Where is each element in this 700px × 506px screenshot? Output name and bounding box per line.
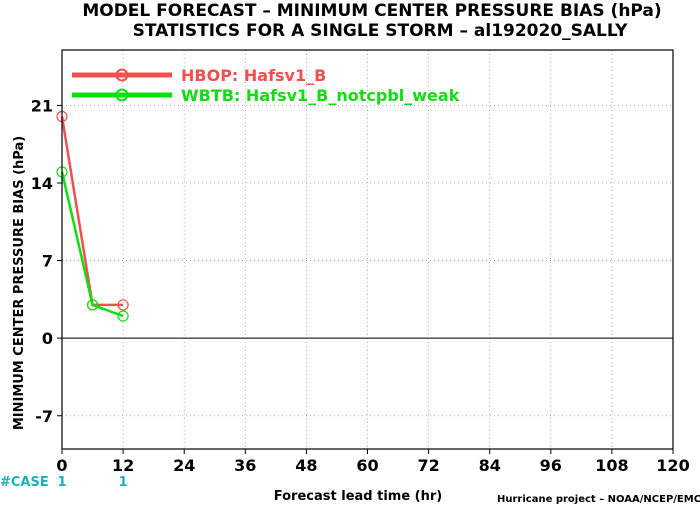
y-tick-labels: -7 0 7 14 21: [31, 96, 62, 426]
x-tick-label: 72: [417, 456, 439, 475]
x-tick-labels: 0 12 24 36 48 60 72 84 96 108 120: [56, 449, 690, 475]
x-tick-label: 12: [112, 456, 134, 475]
grid: [62, 50, 673, 449]
series-point: [86, 299, 99, 311]
series-point: [117, 299, 129, 311]
x-tick-label: 48: [295, 456, 317, 475]
legend-swatch-marker: [115, 68, 129, 82]
plot-frame: [61, 49, 674, 450]
y-axis-label: MINIMUM CENTER PRESSURE BIAS (hPa): [12, 136, 27, 430]
x-tick-label: 60: [356, 456, 378, 475]
y-tick-label: 21: [31, 96, 53, 115]
y-tick-label: 14: [31, 174, 53, 193]
legend-swatch-marker: [115, 88, 129, 102]
x-tick-label: 24: [173, 456, 195, 475]
legend-entry: WBTB: Hafsv1_B_notcpbl_weak: [181, 86, 460, 105]
y-tick-label: 7: [42, 252, 53, 271]
series-point: [117, 310, 129, 322]
case-label: #CASE: [0, 475, 49, 490]
chart-subtitle: STATISTICS FOR A SINGLE STORM – al192020…: [133, 21, 628, 41]
case-count: 1: [119, 475, 128, 490]
x-tick-label: 36: [234, 456, 256, 475]
credit-text: Hurricane project – NOAA/NCEP/EMC: [497, 494, 700, 505]
series-line-2: [60, 171, 124, 318]
x-axis-label: Forecast lead time (hr): [274, 489, 442, 504]
y-tick-label: 0: [42, 329, 53, 348]
legend-entry: HBOP: Hafsv1_B: [181, 66, 326, 85]
x-tick-label: 108: [595, 456, 628, 475]
x-tick-label: 84: [479, 456, 501, 475]
y-tick-label: -7: [35, 407, 53, 426]
chart-title: MODEL FORECAST – MINIMUM CENTER PRESSURE…: [82, 1, 661, 21]
x-tick-label: 96: [540, 456, 562, 475]
case-count: 1: [57, 475, 66, 490]
x-tick-label: 0: [56, 456, 67, 475]
x-tick-label: 120: [656, 456, 689, 475]
series-layer: [56, 110, 129, 322]
